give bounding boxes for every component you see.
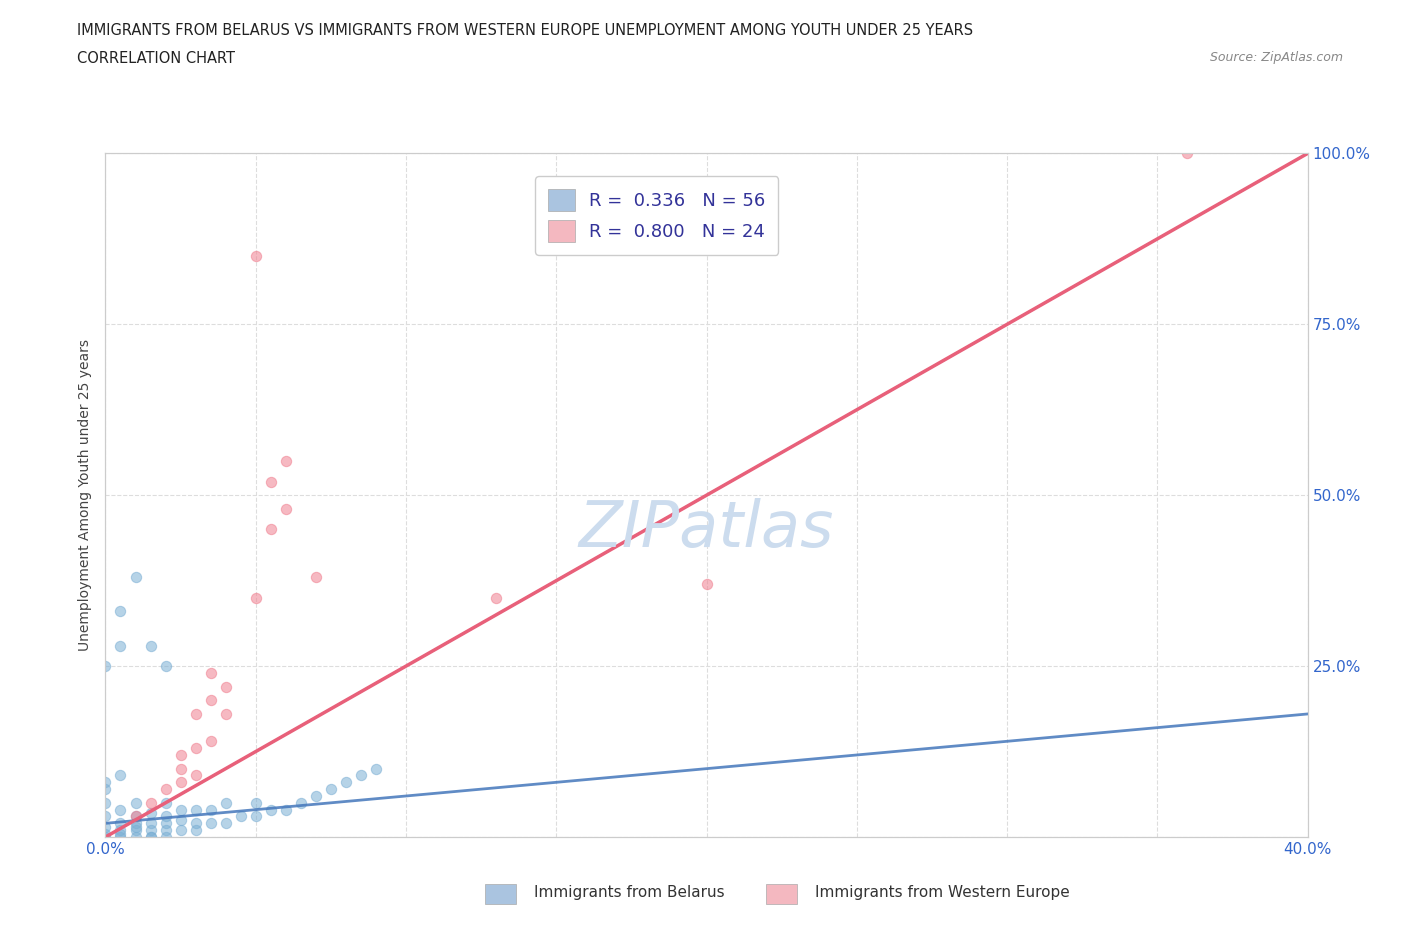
- Point: [184, 740, 207, 755]
- Point: [155, 809, 177, 824]
- Point: [200, 734, 222, 749]
- Point: [200, 816, 222, 830]
- Point: [245, 795, 267, 810]
- Point: [305, 789, 328, 804]
- Text: Source: ZipAtlas.com: Source: ZipAtlas.com: [1209, 51, 1343, 64]
- Point: [139, 805, 162, 820]
- Point: [155, 830, 177, 844]
- Point: [139, 823, 162, 838]
- Point: [214, 816, 236, 830]
- Point: [110, 638, 132, 653]
- Point: [260, 803, 283, 817]
- Point: [274, 501, 297, 516]
- Point: [94, 819, 117, 834]
- Point: [350, 768, 373, 783]
- Point: [274, 454, 297, 469]
- Point: [94, 795, 117, 810]
- Point: [184, 816, 207, 830]
- Point: [184, 803, 207, 817]
- Point: [110, 803, 132, 817]
- Point: [94, 658, 117, 673]
- Point: [214, 795, 236, 810]
- Point: [124, 809, 146, 824]
- Point: [169, 813, 191, 828]
- Point: [139, 816, 162, 830]
- Point: [155, 782, 177, 797]
- Point: [139, 830, 162, 844]
- Legend: R =  0.336   N = 56, R =  0.800   N = 24: R = 0.336 N = 56, R = 0.800 N = 24: [536, 176, 779, 255]
- Point: [319, 782, 342, 797]
- Point: [364, 761, 387, 776]
- Point: [94, 775, 117, 790]
- Point: [155, 795, 177, 810]
- Point: [169, 761, 191, 776]
- Point: [110, 823, 132, 838]
- Point: [155, 816, 177, 830]
- Point: [124, 570, 146, 585]
- Point: [290, 795, 312, 810]
- Point: [335, 775, 357, 790]
- Text: Immigrants from Western Europe: Immigrants from Western Europe: [815, 885, 1070, 900]
- Point: [696, 577, 718, 591]
- Point: [260, 474, 283, 489]
- Point: [169, 748, 191, 763]
- Point: [229, 809, 252, 824]
- Point: [110, 604, 132, 618]
- Point: [200, 693, 222, 708]
- Point: [124, 830, 146, 844]
- Text: IMMIGRANTS FROM BELARUS VS IMMIGRANTS FROM WESTERN EUROPE UNEMPLOYMENT AMONG YOU: IMMIGRANTS FROM BELARUS VS IMMIGRANTS FR…: [77, 23, 973, 38]
- Point: [94, 809, 117, 824]
- Point: [200, 803, 222, 817]
- Point: [94, 830, 117, 844]
- Point: [110, 768, 132, 783]
- Point: [274, 803, 297, 817]
- Point: [184, 707, 207, 722]
- Point: [94, 826, 117, 841]
- Point: [139, 795, 162, 810]
- Point: [305, 570, 328, 585]
- Point: [184, 823, 207, 838]
- Point: [485, 591, 508, 605]
- Point: [214, 679, 236, 694]
- Point: [110, 826, 132, 841]
- Point: [200, 666, 222, 681]
- Point: [155, 823, 177, 838]
- Point: [124, 809, 146, 824]
- Point: [260, 522, 283, 537]
- Point: [245, 248, 267, 263]
- Point: [169, 775, 191, 790]
- Point: [245, 591, 267, 605]
- Y-axis label: Unemployment Among Youth under 25 years: Unemployment Among Youth under 25 years: [79, 339, 93, 651]
- Point: [245, 809, 267, 824]
- Point: [214, 707, 236, 722]
- Point: [139, 830, 162, 844]
- Point: [124, 819, 146, 834]
- Point: [169, 823, 191, 838]
- Point: [124, 795, 146, 810]
- Point: [124, 816, 146, 830]
- Point: [155, 658, 177, 673]
- Point: [94, 782, 117, 797]
- Point: [110, 830, 132, 844]
- Point: [110, 816, 132, 830]
- Point: [124, 823, 146, 838]
- Text: Immigrants from Belarus: Immigrants from Belarus: [534, 885, 725, 900]
- Point: [184, 768, 207, 783]
- Text: ZIPatlas: ZIPatlas: [579, 498, 834, 561]
- Point: [139, 638, 162, 653]
- Point: [169, 803, 191, 817]
- Point: [1175, 146, 1198, 161]
- Text: CORRELATION CHART: CORRELATION CHART: [77, 51, 235, 66]
